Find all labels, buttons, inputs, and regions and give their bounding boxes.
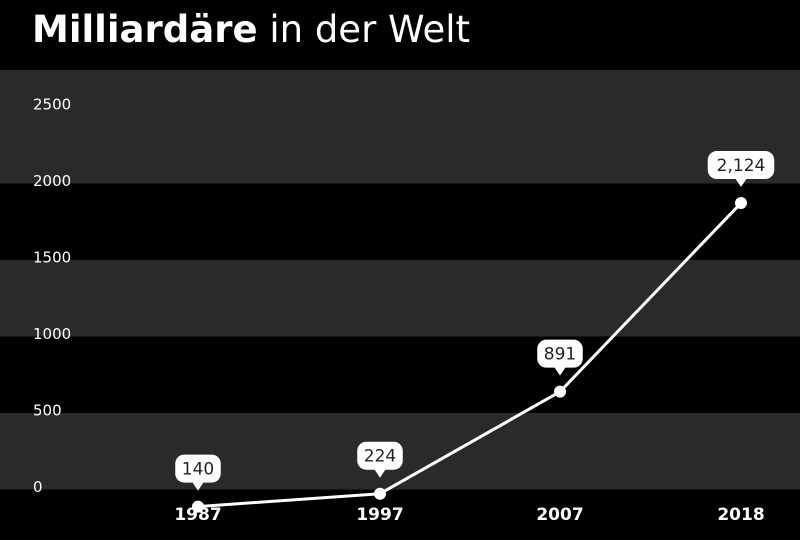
band — [0, 183, 800, 260]
band — [0, 336, 800, 413]
chart-title: Milliardäre in der Welt — [32, 8, 470, 51]
chart-title-bold: Milliardäre — [32, 8, 258, 51]
data-point — [735, 197, 747, 210]
data-label-bubble — [357, 441, 403, 470]
x-tick-label: 2007 — [536, 505, 583, 525]
data-label-text: 140 — [182, 460, 214, 480]
data-label-pointer — [735, 178, 747, 188]
y-tick-label: 2500 — [33, 96, 71, 114]
x-tick-label: 2018 — [717, 505, 764, 525]
data-label-bubble — [707, 151, 775, 180]
y-tick-label: 0 — [33, 478, 43, 496]
y-tick-label: 1500 — [33, 249, 71, 267]
series-line — [197, 201, 743, 509]
data-label-pointer — [554, 366, 566, 376]
data-point — [374, 487, 386, 500]
data-point — [554, 385, 566, 398]
band — [0, 70, 800, 184]
data-label: 140 — [175, 454, 221, 491]
y-axis: 0 500 1000 1500 2000 2500 — [33, 96, 71, 497]
data-label-pointer — [374, 468, 386, 478]
y-tick-label: 2000 — [33, 172, 71, 190]
data-label: 891 — [537, 339, 583, 376]
data-label-bubble — [537, 339, 583, 368]
x-tick-label: 1987 — [174, 505, 221, 525]
y-tick-label: 1000 — [33, 325, 71, 343]
data-label-pointer — [192, 481, 204, 491]
data-label-text: 891 — [544, 345, 576, 365]
data-label: 2,124 — [707, 151, 775, 188]
x-axis: 1987 1997 2007 2018 — [174, 505, 764, 525]
band — [0, 260, 800, 337]
data-label-text: 2,124 — [717, 156, 766, 176]
data-label: 224 — [357, 441, 403, 478]
series-line-group — [192, 197, 747, 513]
data-label-bubble — [175, 454, 221, 483]
data-labels: 140 224 891 2,124 — [175, 151, 775, 491]
data-point — [192, 500, 204, 513]
chart-title-rest: in der Welt — [258, 8, 470, 51]
x-tick-label: 1997 — [356, 505, 403, 525]
y-tick-label: 500 — [33, 402, 62, 420]
data-label-text: 224 — [364, 447, 396, 467]
band — [0, 489, 800, 540]
background-bands — [0, 70, 800, 540]
